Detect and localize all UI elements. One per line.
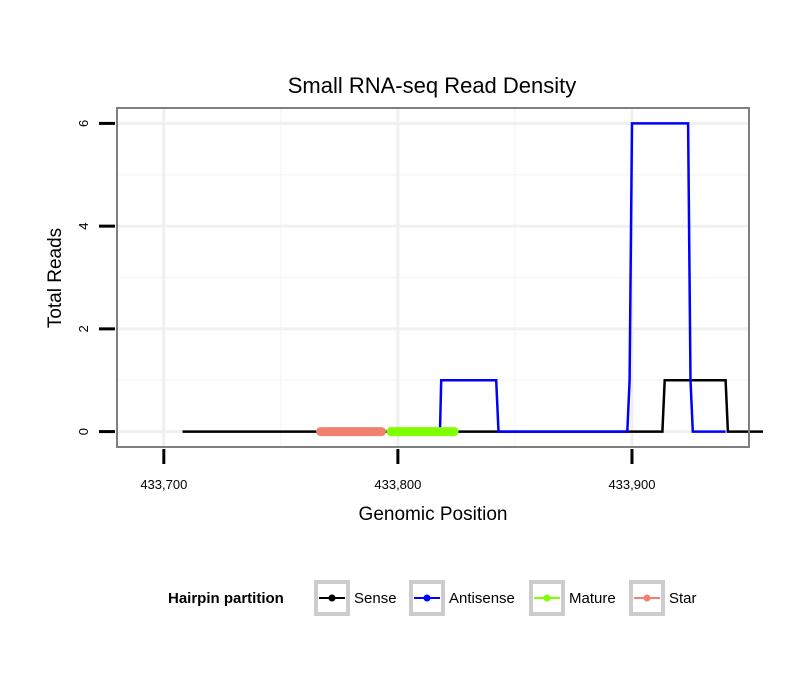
x-tick-label: 433,800: [374, 477, 421, 492]
chart-title: Small RNA-seq Read Density: [288, 73, 577, 98]
legend-key-point: [423, 594, 431, 602]
x-tick-label: 433,700: [140, 477, 187, 492]
legend-title: Hairpin partition: [168, 590, 284, 607]
y-tick-label: 2: [76, 325, 91, 332]
y-tick-label: 4: [76, 223, 91, 230]
legend-item-antisense: Antisense: [409, 580, 515, 616]
legend-label: Antisense: [449, 590, 515, 607]
legend-key-point: [328, 594, 336, 602]
x-tick-label: 433,900: [608, 477, 655, 492]
legend: Hairpin partition Sense Antisense Mature St…: [168, 580, 697, 616]
y-tick-label: 0: [76, 428, 91, 435]
x-axis: 433,700 433,800 433,900: [140, 449, 655, 492]
series-lines: [182, 122, 763, 437]
legend-label: Mature: [569, 590, 616, 607]
series-antisense-line: [438, 122, 726, 433]
y-axis: 0 2 4 6: [76, 120, 115, 435]
legend-item-sense: Sense: [314, 580, 397, 616]
legend-key-point: [643, 594, 651, 602]
legend-item-star: Star: [629, 580, 697, 616]
y-axis-title: Total Reads: [45, 228, 66, 328]
legend-label: Sense: [354, 590, 397, 607]
y-tick-label: 6: [76, 120, 91, 127]
legend-item-mature: Mature: [529, 580, 616, 616]
legend-label: Star: [669, 590, 697, 607]
x-axis-title: Genomic Position: [359, 504, 508, 525]
legend-key-point: [543, 594, 551, 602]
plot-border: [116, 107, 750, 448]
